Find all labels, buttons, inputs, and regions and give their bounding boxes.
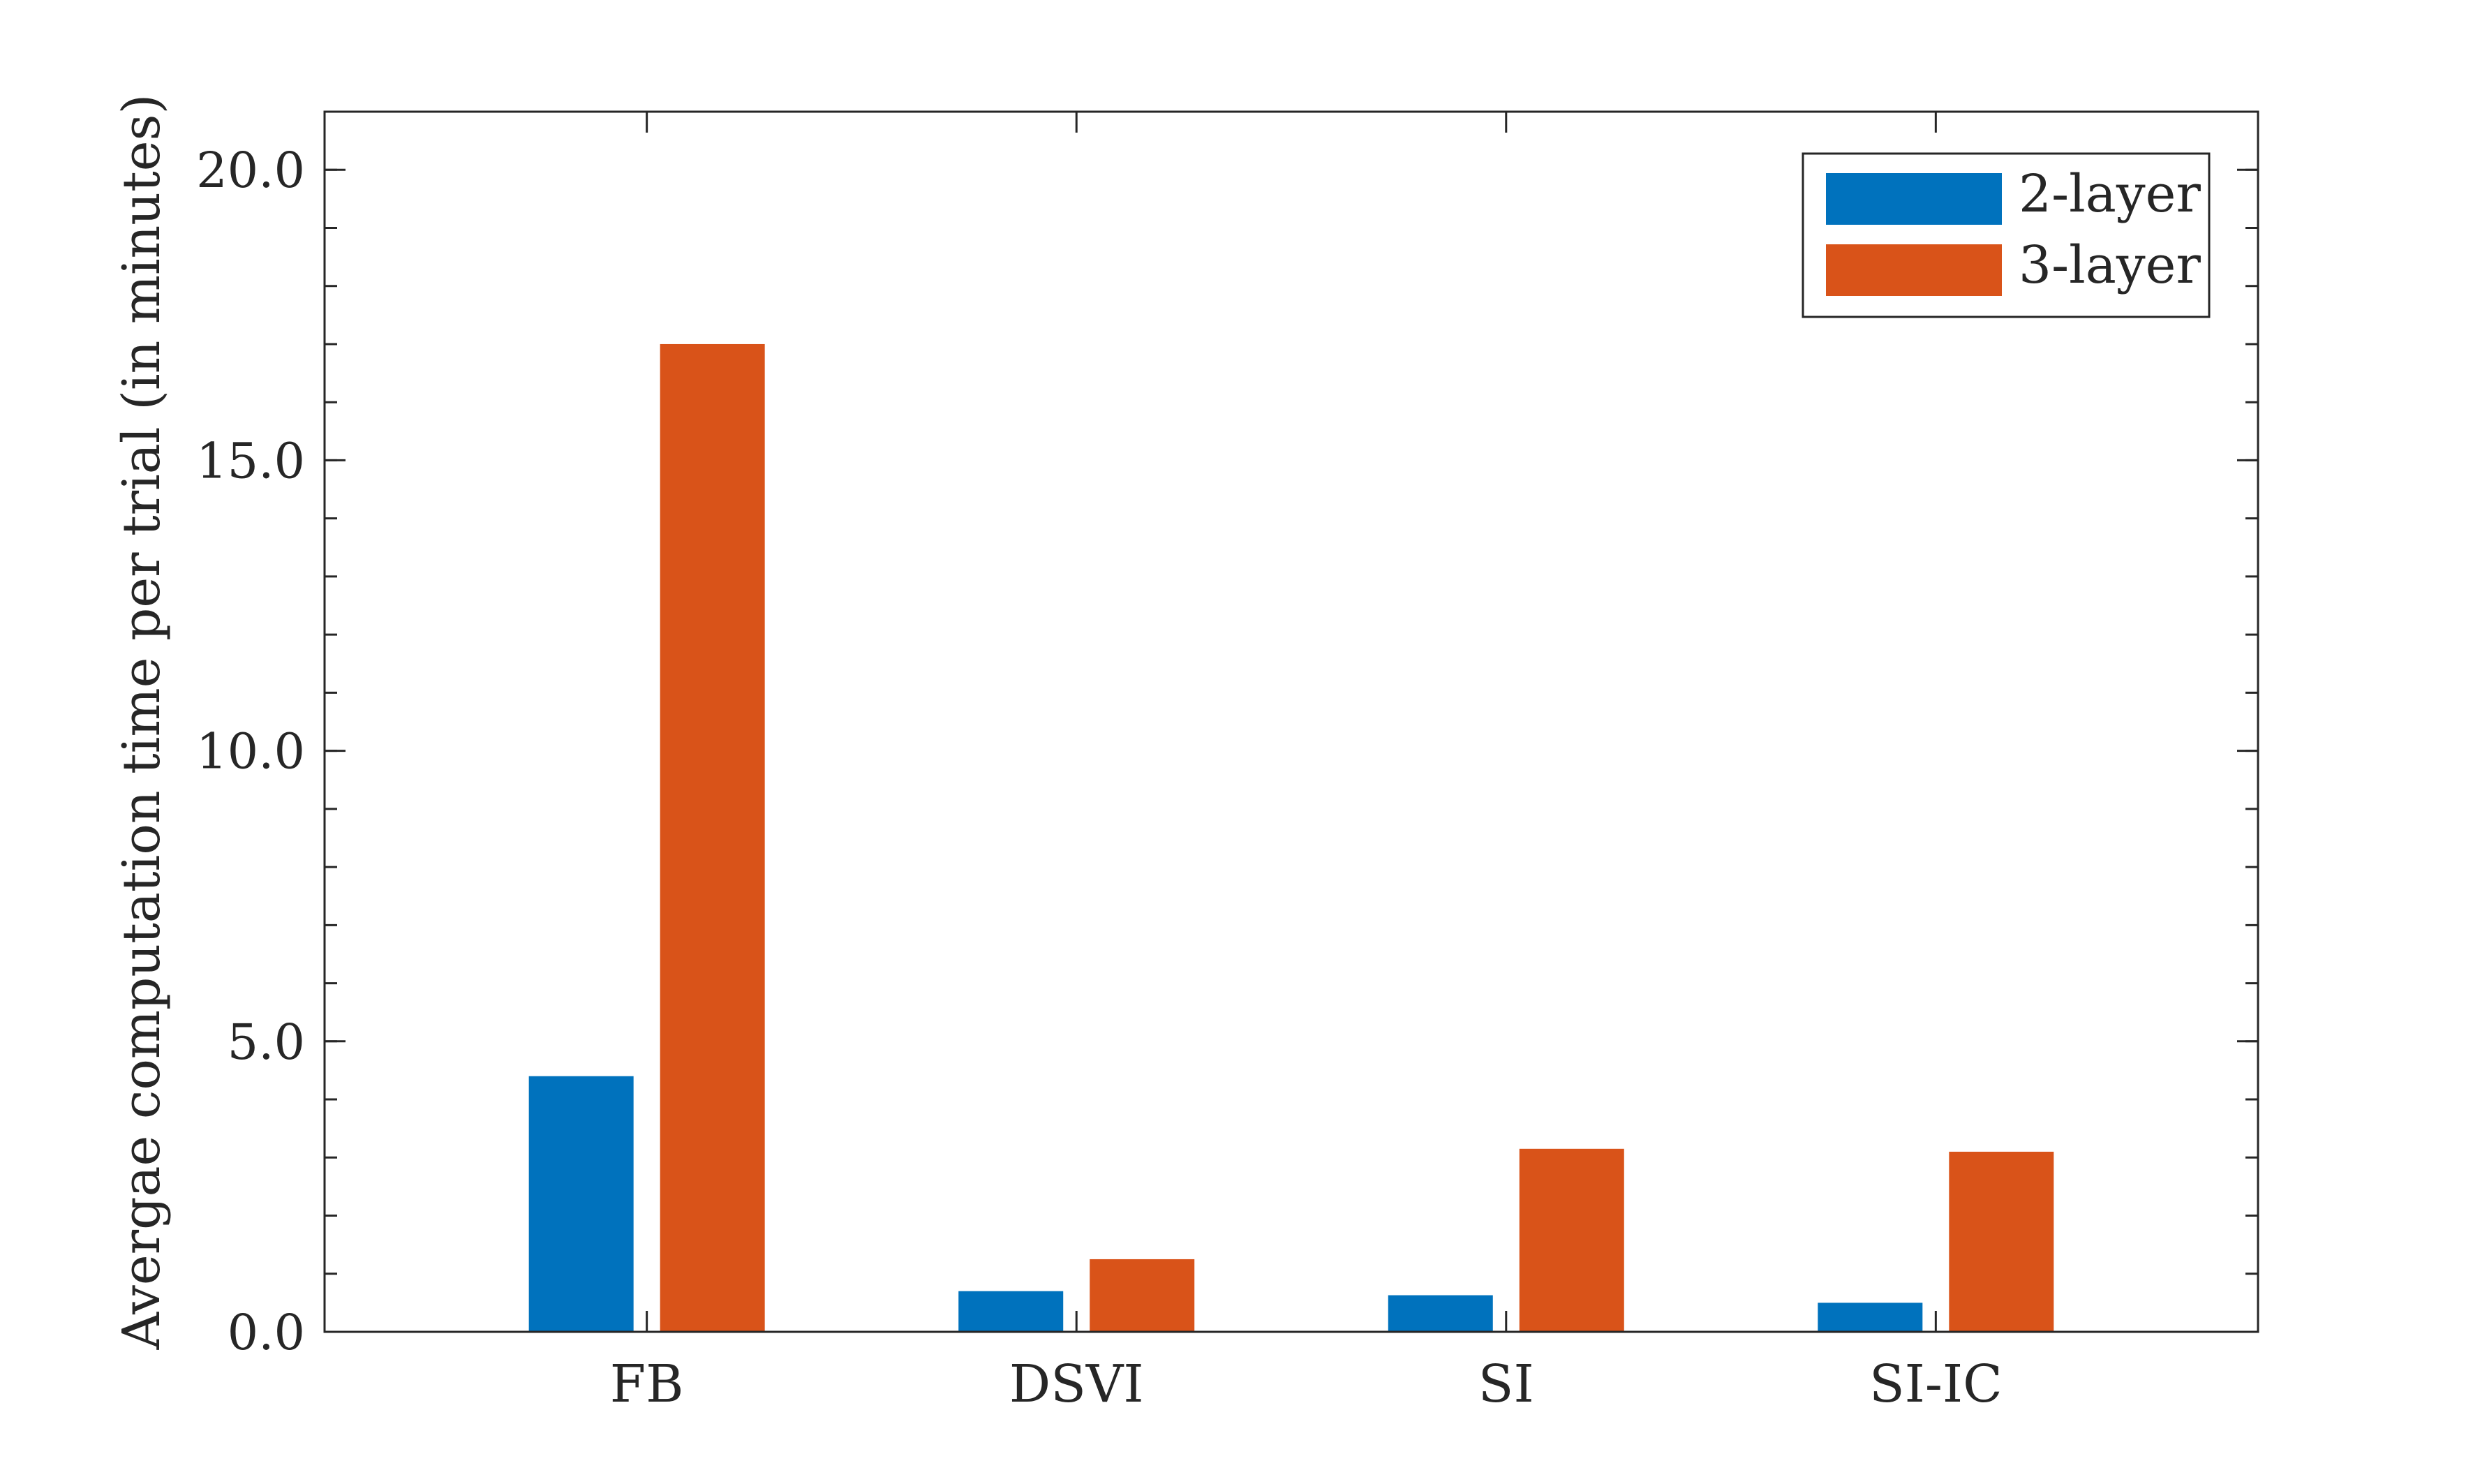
x-tick-label: DSVI	[1009, 1354, 1144, 1414]
bar-3-layer-SI-IC	[1949, 1151, 2054, 1332]
bars	[528, 343, 2054, 1332]
bar-3-layer-DSVI	[1090, 1259, 1195, 1332]
x-tick-label: SI-IC	[1869, 1354, 2003, 1414]
x-tick-labels: FB DSVI SI SI-IC	[610, 1354, 2003, 1414]
bar-3-layer-SI	[1519, 1148, 1624, 1332]
bar-2-layer-SI	[1388, 1295, 1493, 1332]
y-tick-label: 10.0	[196, 723, 305, 780]
x-tick-label: FB	[610, 1354, 684, 1414]
bar-2-layer-DSVI	[958, 1291, 1064, 1332]
legend-swatch-3-layer	[1826, 244, 2002, 296]
legend-label-2-layer: 2-layer	[2019, 164, 2201, 224]
y-tick-labels: 0.0 5.0 10.0 15.0 20.0	[196, 142, 305, 1361]
bar-2-layer-SI-IC	[1818, 1303, 1923, 1332]
bar-2-layer-FB	[528, 1076, 634, 1332]
legend-label-3-layer: 3-layer	[2019, 235, 2201, 295]
bar-3-layer-FB	[660, 343, 765, 1332]
axes-frame	[323, 110, 2259, 1333]
y-tick-label: 0.0	[228, 1304, 305, 1361]
legend: 2-layer 3-layer	[1802, 152, 2211, 318]
x-tick-label: SI	[1478, 1354, 1534, 1414]
legend-swatch-2-layer	[1826, 173, 2002, 225]
y-tick-label: 5.0	[228, 1014, 305, 1071]
y-tick-label: 20.0	[196, 142, 305, 199]
y-axis-label: Avergae computation time per trial (in m…	[112, 94, 172, 1351]
y-tick-label: 15.0	[196, 432, 305, 489]
major-ticks	[325, 112, 2258, 1333]
